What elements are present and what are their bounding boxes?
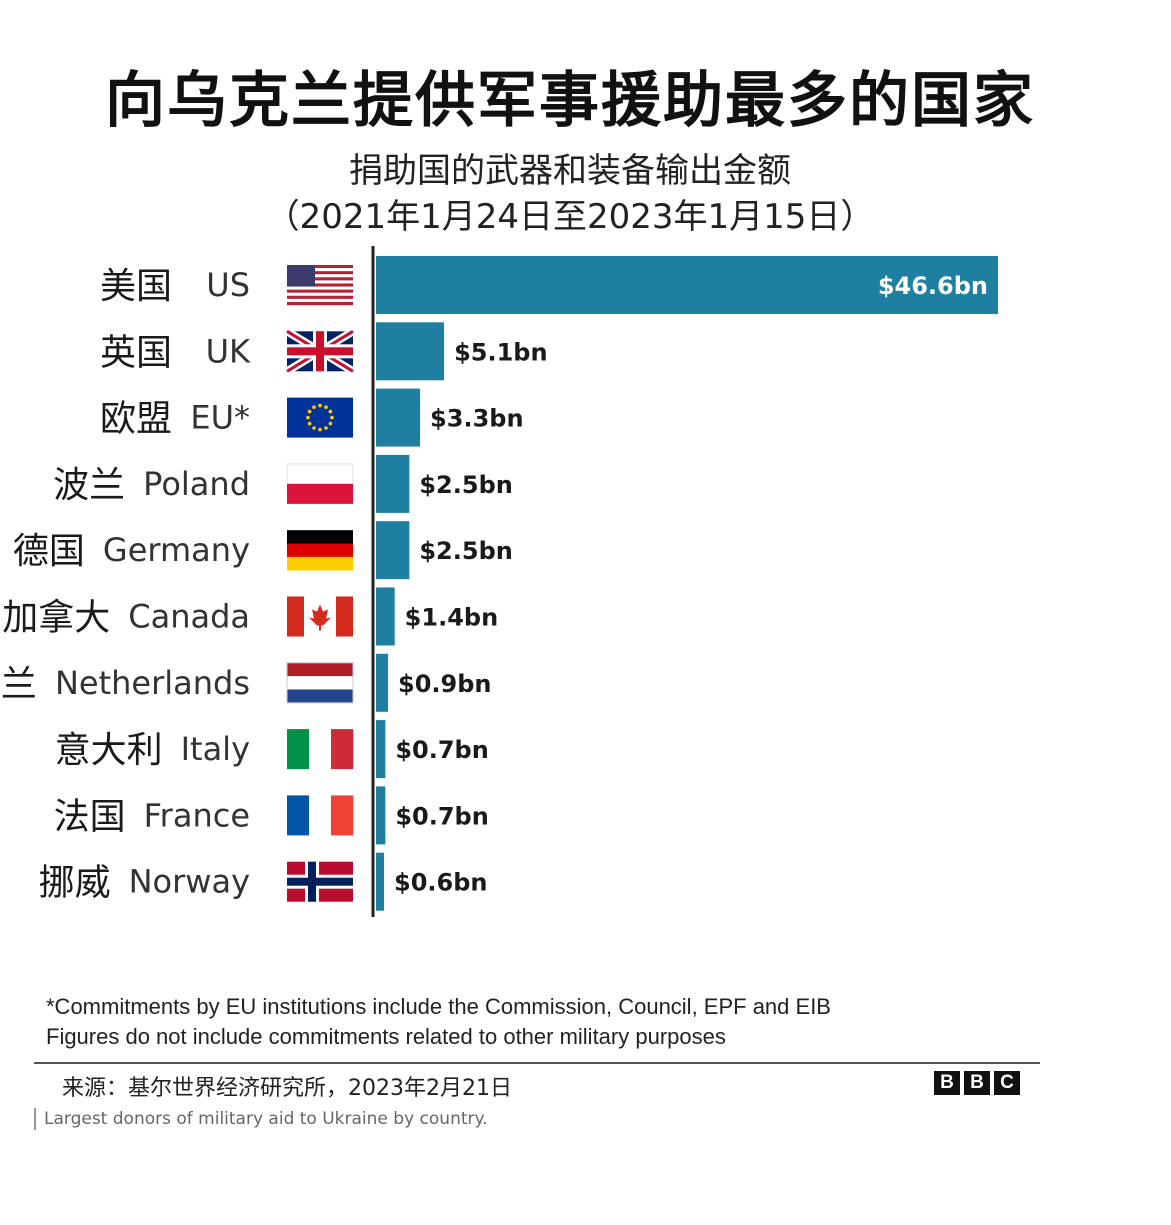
value-label: $0.7bn — [395, 802, 488, 830]
bar — [376, 786, 386, 845]
category-label-en: EU* — [190, 399, 250, 437]
value-label: $46.6bn — [878, 272, 988, 300]
uk-flag-icon — [284, 327, 356, 375]
category-label-cn: 德国 — [13, 531, 85, 572]
chart-row: US 美国 $46.6bn — [100, 256, 998, 314]
caption-marker — [34, 1108, 36, 1130]
category-label-cn: 荷兰 — [0, 664, 37, 705]
germany-flag-icon — [287, 530, 353, 571]
italy-flag-icon — [287, 729, 354, 770]
subtitle-line-2: （2021年1月24日至2023年1月15日） — [265, 197, 875, 237]
footnote-eu: *Commitments by EU institutions include … — [46, 994, 831, 1019]
bbc-logo-letter: C — [994, 1071, 1020, 1095]
netherlands-flag-icon — [286, 662, 354, 704]
france-flag-icon — [287, 795, 354, 836]
value-label: $5.1bn — [454, 338, 547, 366]
category-label-cn: 欧盟 — [100, 399, 172, 440]
canada-flag-icon — [287, 596, 353, 637]
bar — [376, 256, 998, 314]
footer-divider — [34, 1062, 1040, 1064]
bar — [376, 521, 410, 580]
chart-subtitle: 捐助国的武器和装备输出金额 （2021年1月24日至2023年1月15日） — [0, 148, 1140, 240]
chart-row: Norway 挪威 $0.6bn — [39, 852, 487, 911]
value-label: $0.7bn — [395, 736, 488, 764]
chart-row: Poland 波兰 $2.5bn — [53, 454, 513, 513]
us-flag-icon — [287, 265, 353, 306]
bar — [376, 388, 421, 447]
bar — [376, 720, 386, 779]
chart-title: 向乌克兰提供军事援助最多的国家 — [105, 66, 1035, 136]
chart-row: EU* 欧盟 $3.3bn — [100, 388, 524, 447]
value-label: $0.6bn — [394, 869, 487, 897]
category-label-cn: 加拿大 — [2, 598, 110, 639]
category-label-en: Germany — [103, 531, 250, 569]
category-label-en: Poland — [143, 465, 250, 503]
bar — [376, 587, 395, 646]
value-label: $2.5bn — [419, 537, 512, 565]
category-label-cn: 意大利 — [55, 730, 163, 771]
chart-row: UK 英国 $5.1bn — [100, 322, 548, 381]
value-label: $3.3bn — [430, 405, 523, 433]
footnote-figures: Figures do not include commitments relat… — [46, 1024, 726, 1049]
subtitle-line-1: 捐助国的武器和装备输出金额 — [349, 151, 791, 191]
category-label-en: France — [144, 796, 250, 834]
category-label-en: Italy — [181, 730, 250, 768]
chart-row: France 法国 $0.7bn — [54, 786, 489, 845]
chart-row: Germany 德国 $2.5bn — [13, 521, 513, 580]
category-label-cn: 波兰 — [53, 465, 125, 506]
category-label-cn: 美国 — [100, 266, 172, 307]
value-label: $0.9bn — [398, 670, 491, 698]
chart-row: Canada 加拿大 $1.4bn — [2, 587, 498, 646]
category-label-cn: 英国 — [100, 332, 172, 373]
source-text: 来源：基尔世界经济研究所，2023年2月21日 — [62, 1076, 512, 1101]
bar — [376, 852, 385, 911]
bbc-logo-letter: B — [964, 1071, 990, 1095]
bar — [376, 454, 410, 513]
category-label-cn: 挪威 — [39, 863, 111, 904]
bar — [376, 653, 389, 712]
bbc-logo: B B C — [934, 1071, 1020, 1095]
category-label-cn: 法国 — [54, 796, 126, 837]
category-label-en: Norway — [129, 863, 250, 901]
bbc-logo-letter: B — [934, 1071, 960, 1095]
value-label: $1.4bn — [405, 604, 498, 632]
chart-row: Netherlands 荷兰 $0.9bn — [0, 653, 491, 712]
norway-flag-icon — [287, 861, 353, 902]
value-label: $2.5bn — [419, 471, 512, 499]
image-caption: Largest donors of military aid to Ukrain… — [44, 1109, 488, 1129]
category-label-en: Netherlands — [55, 664, 250, 702]
category-label-en: UK — [206, 332, 251, 370]
bar — [376, 322, 445, 381]
eu-flag-icon — [287, 397, 353, 438]
bar-chart: US 美国 $46.6bn UK 英国 $5.1bn EU* 欧盟 $3.3bn Poland 波兰… — [0, 246, 998, 917]
footnotes: *Commitments by EU institutions include … — [46, 992, 1046, 1052]
poland-flag-icon — [286, 463, 354, 504]
category-label-en: US — [206, 266, 250, 304]
category-label-en: Canada — [128, 598, 250, 636]
chart-row: Italy 意大利 $0.7bn — [55, 720, 489, 779]
